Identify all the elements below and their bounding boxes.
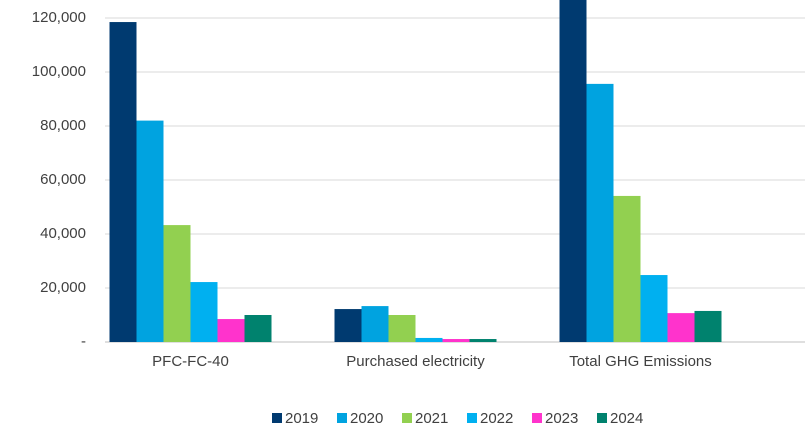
legend-swatch bbox=[402, 413, 412, 423]
x-tick-label: PFC-FC-40 bbox=[152, 353, 229, 370]
bar bbox=[613, 195, 641, 342]
legend-label: 2021 bbox=[415, 410, 448, 425]
bar bbox=[334, 309, 362, 342]
legend-label: 2020 bbox=[350, 410, 383, 425]
y-tick-label: 80,000 bbox=[40, 117, 86, 134]
legend-swatch bbox=[532, 413, 542, 423]
bar bbox=[244, 315, 272, 342]
y-tick-label: 100,000 bbox=[32, 63, 86, 80]
bar bbox=[163, 225, 191, 342]
bar bbox=[136, 120, 164, 342]
legend-swatch bbox=[272, 413, 282, 423]
y-tick-label: - bbox=[81, 333, 86, 350]
bar bbox=[415, 337, 443, 342]
legend-swatch bbox=[337, 413, 347, 423]
bar bbox=[361, 306, 389, 342]
legend-swatch bbox=[597, 413, 607, 423]
x-tick-label: Purchased electricity bbox=[346, 353, 485, 370]
bar bbox=[217, 319, 245, 342]
legend-label: 2023 bbox=[545, 410, 578, 425]
y-tick-label: 20,000 bbox=[40, 279, 86, 296]
bar bbox=[442, 339, 470, 342]
legend-label: 2024 bbox=[610, 410, 643, 425]
bar bbox=[388, 315, 416, 342]
legend-label: 2022 bbox=[480, 410, 513, 425]
y-tick-label: 40,000 bbox=[40, 225, 86, 242]
legend-label: 2019 bbox=[285, 410, 318, 425]
bar bbox=[586, 83, 614, 342]
bar bbox=[190, 282, 218, 342]
y-tick-label: 60,000 bbox=[40, 171, 86, 188]
y-tick-label: 120,000 bbox=[32, 9, 86, 26]
bar bbox=[667, 313, 695, 342]
bar bbox=[469, 339, 497, 342]
legend-swatch bbox=[467, 413, 477, 423]
x-tick-label: Total GHG Emissions bbox=[569, 353, 712, 370]
bar bbox=[694, 310, 722, 342]
bar bbox=[109, 22, 137, 342]
bar bbox=[640, 275, 668, 342]
bar bbox=[559, 0, 587, 342]
